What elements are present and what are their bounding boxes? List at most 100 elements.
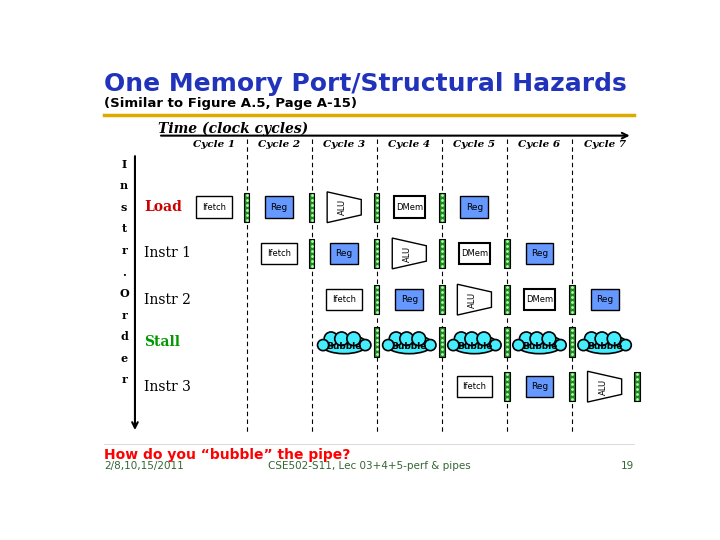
FancyBboxPatch shape	[374, 327, 379, 356]
Text: O: O	[120, 288, 129, 299]
Text: DMem: DMem	[526, 295, 553, 304]
Circle shape	[335, 332, 348, 346]
Text: Instr 1: Instr 1	[144, 246, 192, 260]
Circle shape	[620, 340, 631, 350]
Text: r: r	[121, 374, 127, 386]
Text: Bubble: Bubble	[392, 342, 427, 351]
Text: Bubble: Bubble	[587, 342, 622, 351]
Circle shape	[390, 332, 403, 346]
FancyBboxPatch shape	[326, 289, 362, 310]
Text: Time (clock cycles): Time (clock cycles)	[158, 122, 308, 136]
Polygon shape	[392, 238, 426, 269]
FancyBboxPatch shape	[524, 289, 555, 310]
Text: t: t	[122, 224, 127, 234]
Text: Ifetch: Ifetch	[267, 249, 291, 258]
Circle shape	[454, 332, 468, 346]
Text: n: n	[120, 180, 128, 191]
FancyBboxPatch shape	[196, 197, 232, 218]
FancyBboxPatch shape	[244, 193, 249, 222]
Circle shape	[465, 332, 479, 346]
FancyBboxPatch shape	[590, 289, 618, 310]
FancyBboxPatch shape	[570, 327, 575, 356]
Text: e: e	[120, 353, 127, 364]
Ellipse shape	[386, 335, 433, 354]
Text: r: r	[121, 309, 127, 321]
Text: DMem: DMem	[461, 249, 488, 258]
FancyBboxPatch shape	[395, 289, 423, 310]
Circle shape	[490, 340, 501, 350]
FancyBboxPatch shape	[570, 285, 575, 314]
Text: Reg: Reg	[336, 249, 353, 258]
Text: DMem: DMem	[396, 202, 423, 212]
Polygon shape	[588, 372, 621, 402]
Circle shape	[448, 340, 459, 350]
Circle shape	[412, 332, 426, 346]
Circle shape	[578, 340, 589, 350]
Text: One Memory Port/Structural Hazards: One Memory Port/Structural Hazards	[104, 72, 626, 97]
Text: Stall: Stall	[144, 335, 180, 349]
Text: Reg: Reg	[531, 249, 548, 258]
Circle shape	[520, 332, 534, 346]
Text: Cycle 6: Cycle 6	[518, 140, 561, 149]
FancyBboxPatch shape	[439, 239, 444, 268]
FancyBboxPatch shape	[330, 242, 358, 264]
Circle shape	[542, 332, 556, 346]
FancyBboxPatch shape	[374, 285, 379, 314]
Text: ALU: ALU	[598, 379, 608, 395]
Circle shape	[400, 332, 413, 346]
FancyBboxPatch shape	[504, 285, 510, 314]
FancyBboxPatch shape	[456, 376, 492, 397]
Polygon shape	[457, 284, 492, 315]
Text: ALU: ALU	[403, 245, 413, 261]
Circle shape	[360, 340, 371, 350]
Ellipse shape	[451, 335, 498, 354]
Text: Instr 2: Instr 2	[144, 293, 191, 307]
Text: .: .	[122, 267, 126, 278]
Text: Cycle 4: Cycle 4	[388, 140, 431, 149]
Text: d: d	[120, 331, 128, 342]
Text: Ifetch: Ifetch	[202, 202, 226, 212]
FancyBboxPatch shape	[461, 197, 488, 218]
Ellipse shape	[582, 335, 628, 354]
Text: Cycle 5: Cycle 5	[454, 140, 495, 149]
Text: 2/8,10,15/2011: 2/8,10,15/2011	[104, 461, 184, 471]
Circle shape	[425, 340, 436, 350]
FancyBboxPatch shape	[634, 372, 640, 401]
FancyBboxPatch shape	[439, 327, 444, 356]
Text: s: s	[121, 202, 127, 213]
FancyBboxPatch shape	[504, 327, 510, 356]
Text: Instr 3: Instr 3	[144, 380, 191, 394]
Text: Reg: Reg	[531, 382, 548, 391]
Text: CSE502-S11, Lec 03+4+5-perf & pipes: CSE502-S11, Lec 03+4+5-perf & pipes	[268, 461, 470, 471]
Text: Reg: Reg	[466, 202, 483, 212]
FancyBboxPatch shape	[261, 242, 297, 264]
Circle shape	[595, 332, 609, 346]
Text: Reg: Reg	[271, 202, 288, 212]
Circle shape	[382, 340, 394, 350]
FancyBboxPatch shape	[570, 372, 575, 401]
Text: ALU: ALU	[338, 199, 347, 215]
FancyBboxPatch shape	[504, 372, 510, 401]
FancyBboxPatch shape	[439, 285, 444, 314]
Text: Cycle 3: Cycle 3	[323, 140, 365, 149]
Circle shape	[607, 332, 621, 346]
Text: I: I	[122, 159, 127, 170]
Circle shape	[347, 332, 361, 346]
Text: Cycle 7: Cycle 7	[583, 140, 626, 149]
FancyBboxPatch shape	[374, 193, 379, 222]
Text: (Similar to Figure A.5, Page A-15): (Similar to Figure A.5, Page A-15)	[104, 97, 357, 110]
FancyBboxPatch shape	[309, 239, 315, 268]
Text: 19: 19	[621, 461, 634, 471]
Text: Reg: Reg	[400, 295, 418, 304]
Circle shape	[318, 340, 329, 350]
Text: Bubble: Bubble	[456, 342, 492, 351]
FancyBboxPatch shape	[459, 242, 490, 264]
Circle shape	[555, 340, 566, 350]
Text: Bubble: Bubble	[326, 342, 362, 351]
Text: Cycle 1: Cycle 1	[193, 140, 235, 149]
Text: ALU: ALU	[468, 292, 477, 308]
Circle shape	[530, 332, 544, 346]
Text: Reg: Reg	[596, 295, 613, 304]
Text: Ifetch: Ifetch	[462, 382, 487, 391]
Ellipse shape	[321, 335, 367, 354]
